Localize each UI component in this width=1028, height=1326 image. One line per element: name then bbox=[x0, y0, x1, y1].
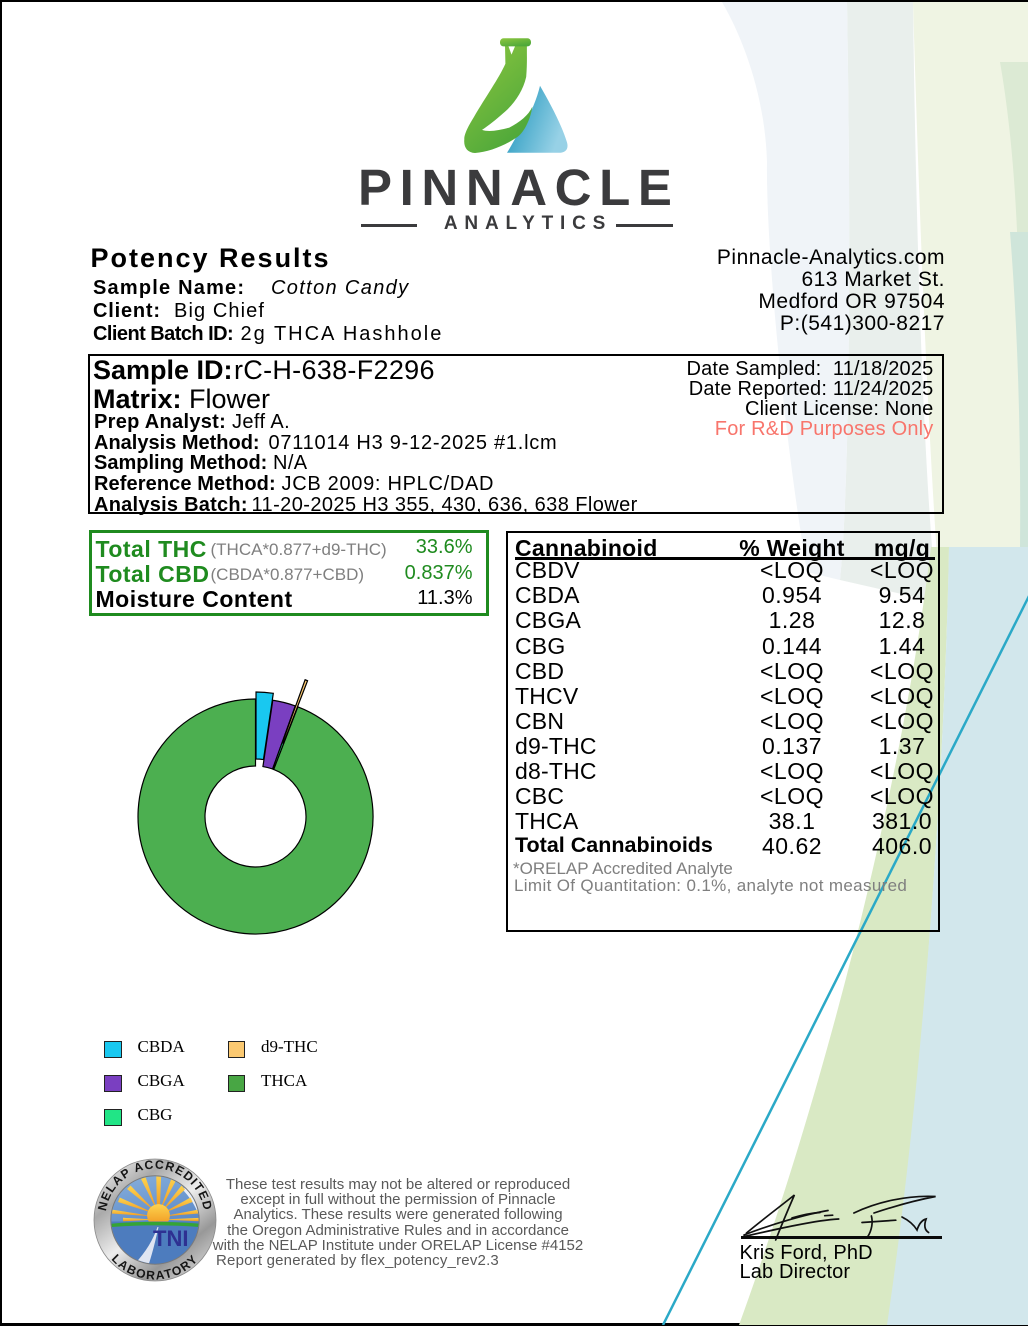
svg-text:TNI: TNI bbox=[153, 1226, 189, 1251]
